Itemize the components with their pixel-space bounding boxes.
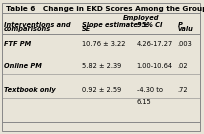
Text: .003: .003 [177,41,192,47]
Text: valu: valu [177,26,193,32]
Text: comparisons: comparisons [4,26,51,32]
Text: 4.26-17.27: 4.26-17.27 [137,41,173,47]
Text: Slope estimateᵃ ±: Slope estimateᵃ ± [82,22,148,28]
Text: 5.82 ± 2.39: 5.82 ± 2.39 [82,63,121,69]
Text: Employed: Employed [123,15,159,21]
Text: Online PM: Online PM [4,63,42,69]
Text: 1.00-10.64: 1.00-10.64 [137,63,173,69]
Text: P: P [177,22,182,28]
Text: 0.92 ± 2.59: 0.92 ± 2.59 [82,87,121,93]
Text: FTF PM: FTF PM [4,41,31,47]
FancyBboxPatch shape [2,3,200,131]
Text: .02: .02 [177,63,188,69]
Text: Textbook only: Textbook only [4,87,56,93]
Text: SE: SE [82,26,91,32]
Text: -4.30 to: -4.30 to [137,87,163,93]
Text: 6.15: 6.15 [137,99,151,105]
Text: Table 6   Change in EKD Scores Among the Groups by Emp: Table 6 Change in EKD Scores Among the G… [6,6,204,12]
Text: Interventions and: Interventions and [4,22,71,28]
Text: 95% CI: 95% CI [137,22,162,28]
Text: 10.76 ± 3.22: 10.76 ± 3.22 [82,41,125,47]
Text: .72: .72 [177,87,188,93]
